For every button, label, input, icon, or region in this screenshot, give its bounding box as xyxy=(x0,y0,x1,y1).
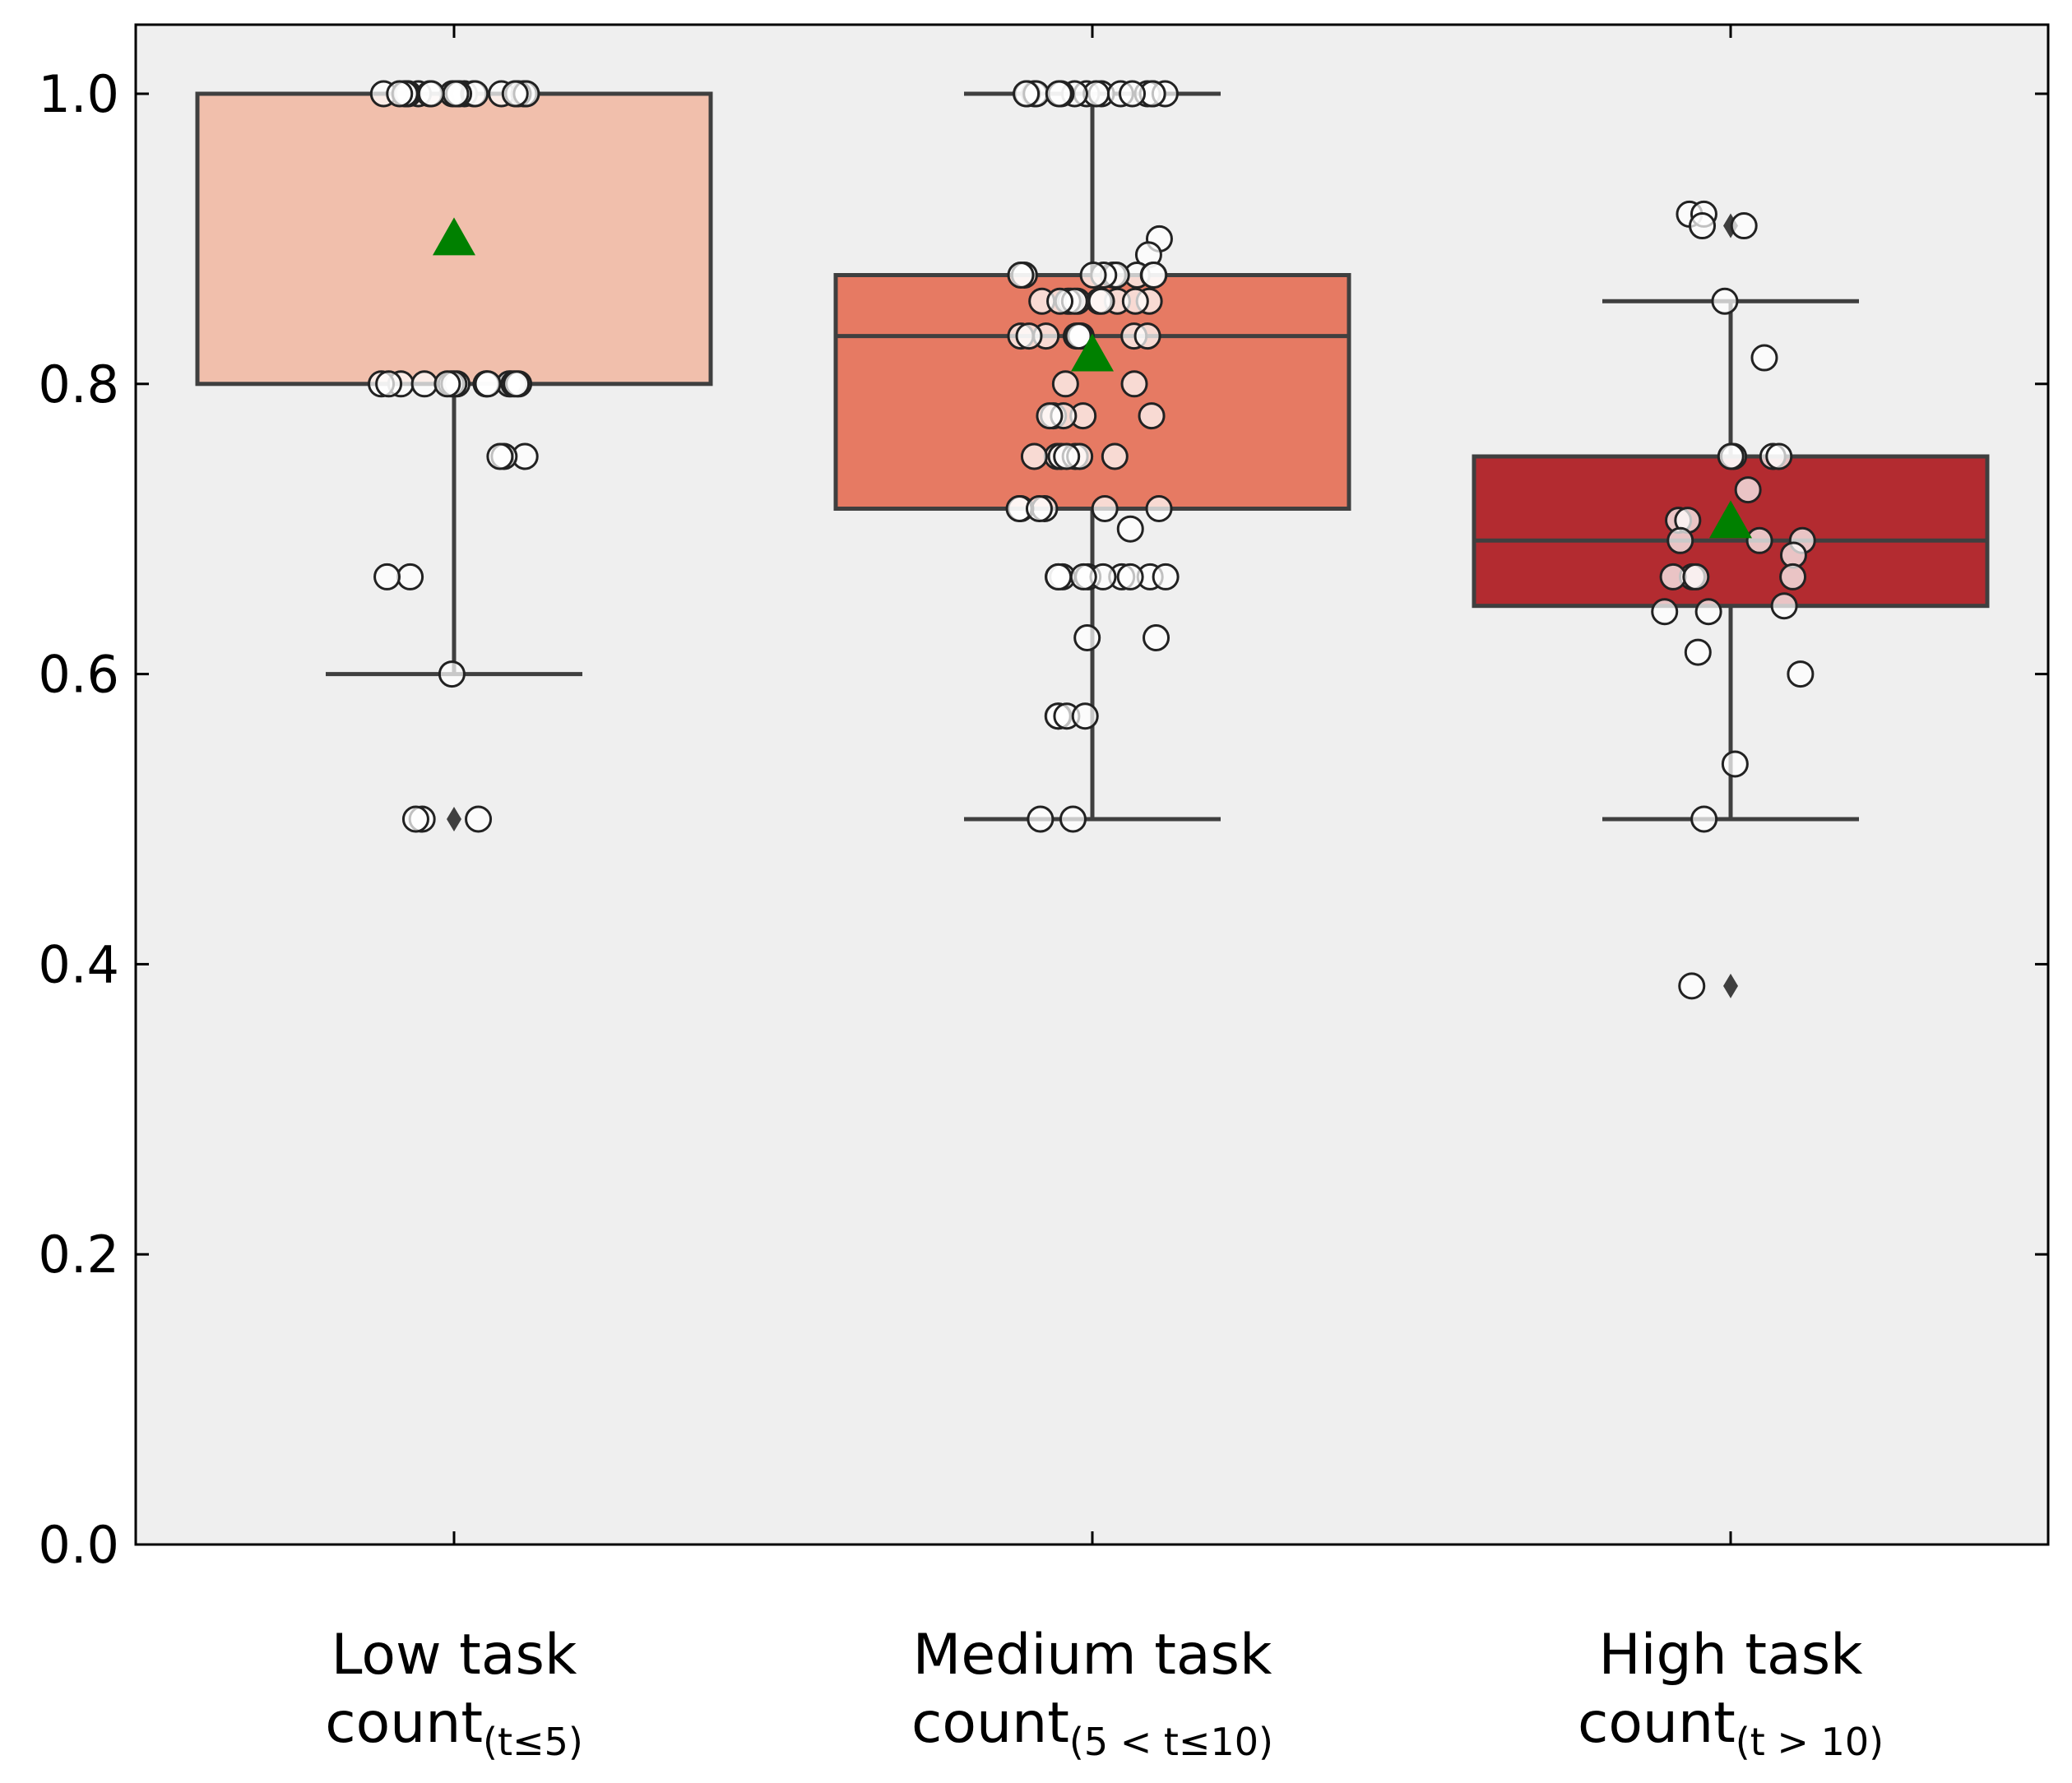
data-point xyxy=(1689,212,1717,240)
box-iqr xyxy=(833,273,1351,512)
data-point xyxy=(1025,495,1053,523)
data-point xyxy=(1059,805,1087,833)
category-label-main: Medium task xyxy=(913,1623,1272,1688)
mean-markers xyxy=(433,217,1752,539)
data-point xyxy=(1750,344,1778,372)
data-point xyxy=(1682,563,1710,590)
category-label-count: count(5 < t≤10) xyxy=(911,1691,1273,1764)
data-point xyxy=(1073,624,1101,651)
category-range-subscript: (t≤5) xyxy=(483,1720,583,1764)
data-point xyxy=(1036,402,1064,430)
data-point xyxy=(417,80,445,108)
data-point xyxy=(1051,370,1079,398)
plot-frame xyxy=(134,23,2050,1546)
data-point xyxy=(1116,563,1144,590)
data-point xyxy=(1730,212,1758,240)
y-tick-label: 0.8 xyxy=(38,354,119,414)
data-point xyxy=(1138,402,1166,430)
data-point xyxy=(1071,702,1099,730)
data-point xyxy=(375,370,403,398)
category-label-count: count(t > 10) xyxy=(1578,1691,1884,1764)
data-point xyxy=(1079,262,1107,289)
data-point xyxy=(1121,287,1149,315)
y-tick-label: 1.0 xyxy=(38,64,119,124)
data-point xyxy=(1734,476,1762,504)
y-tick-label: 0.2 xyxy=(38,1225,119,1285)
box-group xyxy=(833,91,1351,822)
data-point xyxy=(1765,442,1793,470)
data-point xyxy=(1119,80,1147,108)
data-point xyxy=(1690,805,1718,833)
data-point xyxy=(438,660,466,688)
box-series xyxy=(195,91,1990,998)
category-count-word: count xyxy=(325,1691,483,1756)
data-point xyxy=(1027,805,1055,833)
data-point xyxy=(1651,598,1679,626)
data-point xyxy=(1013,80,1041,108)
category-count-word: count xyxy=(911,1691,1069,1756)
data-point xyxy=(1116,515,1144,543)
data-point xyxy=(1091,495,1119,523)
data-point xyxy=(1015,322,1043,350)
data-point xyxy=(386,80,414,108)
y-tick-label: 0.0 xyxy=(38,1515,119,1575)
data-point xyxy=(1145,495,1173,523)
data-point xyxy=(1020,442,1048,470)
data-point xyxy=(1143,624,1170,651)
data-point xyxy=(1678,972,1706,1000)
mean-marker xyxy=(1071,333,1114,372)
category-range-subscript: (5 < t≤10) xyxy=(1069,1720,1273,1764)
data-point xyxy=(465,805,493,833)
data-point xyxy=(1152,563,1180,590)
data-point xyxy=(1133,322,1161,350)
mean-marker xyxy=(1709,500,1752,539)
data-point xyxy=(503,370,531,398)
data-point xyxy=(1101,442,1129,470)
data-points xyxy=(368,80,1816,1000)
data-point xyxy=(1120,370,1148,398)
data-point xyxy=(1053,442,1081,470)
data-point xyxy=(373,563,401,590)
category-count-word: count xyxy=(1578,1691,1736,1756)
data-point xyxy=(486,442,514,470)
outlier-marker xyxy=(447,807,461,831)
category-label-count: count(t≤5) xyxy=(325,1691,583,1764)
category-label-main: Low task xyxy=(331,1623,577,1688)
data-point xyxy=(1045,563,1073,590)
data-point xyxy=(501,80,529,108)
data-point xyxy=(1140,262,1168,289)
y-tick-label: 0.4 xyxy=(38,934,119,994)
data-point xyxy=(1007,262,1035,289)
data-point xyxy=(474,370,502,398)
data-point xyxy=(1779,563,1807,590)
data-point xyxy=(410,370,438,398)
data-point xyxy=(1045,80,1073,108)
data-point xyxy=(1694,598,1722,626)
data-point xyxy=(1745,526,1773,554)
data-point xyxy=(1711,287,1739,315)
data-point xyxy=(1046,287,1074,315)
category-label-main: High task xyxy=(1598,1623,1863,1688)
data-point xyxy=(1684,638,1712,666)
data-point xyxy=(401,805,429,833)
mean-marker xyxy=(433,217,475,256)
data-point xyxy=(433,370,461,398)
data-point xyxy=(1770,592,1798,620)
category-range-subscript: (t > 10) xyxy=(1736,1720,1884,1764)
data-point xyxy=(1787,660,1815,688)
axes: 0.0 0.2 0.4 0.6 0.8 1.0 xyxy=(38,25,2048,1575)
data-point xyxy=(1717,442,1745,470)
data-point xyxy=(1666,526,1694,554)
y-tick-label: 0.6 xyxy=(38,645,119,705)
data-point xyxy=(1721,750,1749,778)
data-point xyxy=(1069,563,1097,590)
data-point xyxy=(1087,287,1115,315)
data-point xyxy=(442,80,470,108)
outlier-marker xyxy=(1723,973,1738,998)
data-point xyxy=(1064,322,1092,350)
data-point xyxy=(1659,563,1687,590)
data-point xyxy=(396,563,424,590)
